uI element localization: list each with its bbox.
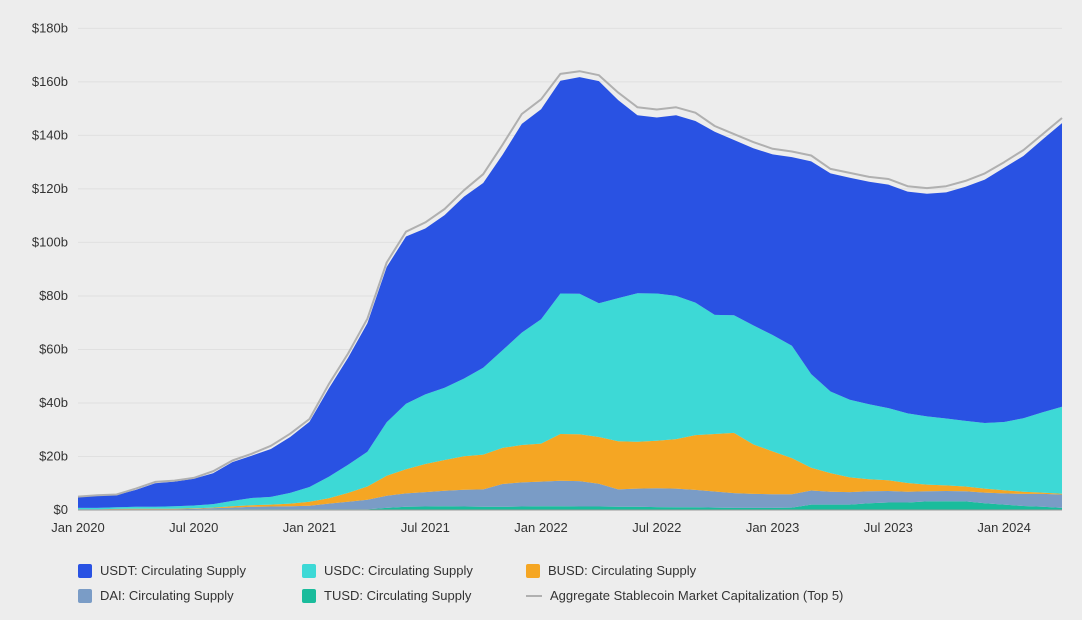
y-tick-label: $140b: [32, 127, 68, 142]
legend-swatch: [78, 564, 92, 578]
stablecoin-supply-chart: $0 $20b $40b $60b $80b $100b $120b $140b $160b $1…: [0, 0, 1082, 620]
x-tick-label: Jan 2021: [283, 520, 337, 535]
y-tick-label: $180b: [32, 20, 68, 35]
legend-label: USDC: Circulating Supply: [324, 563, 473, 578]
legend-label: DAI: Circulating Supply: [100, 588, 234, 603]
x-tick-label: Jul 2023: [864, 520, 913, 535]
legend-row: USDT: Circulating Supply USDC: Circulatin…: [78, 563, 843, 578]
legend-swatch: [526, 564, 540, 578]
legend-swatch: [78, 589, 92, 603]
x-tick-label: Jul 2020: [169, 520, 218, 535]
legend-row: DAI: Circulating Supply TUSD: Circulating…: [78, 588, 843, 603]
y-tick-label: $60b: [39, 341, 68, 356]
y-tick-label: $20b: [39, 448, 68, 463]
legend-item: TUSD: Circulating Supply: [302, 588, 502, 603]
legend-line-swatch: [526, 595, 542, 597]
legend-label: TUSD: Circulating Supply: [324, 588, 471, 603]
legend-item: USDT: Circulating Supply: [78, 563, 278, 578]
legend-label: BUSD: Circulating Supply: [548, 563, 696, 578]
x-tick-label: Jan 2023: [746, 520, 800, 535]
x-tick-label: Jul 2022: [632, 520, 681, 535]
legend-label: Aggregate Stablecoin Market Capitalizati…: [550, 588, 843, 603]
y-tick-label: $0: [54, 502, 68, 517]
y-tick-label: $80b: [39, 288, 68, 303]
y-tick-label: $120b: [32, 181, 68, 196]
legend-swatch: [302, 589, 316, 603]
legend-label: USDT: Circulating Supply: [100, 563, 246, 578]
x-tick-label: Jul 2021: [401, 520, 450, 535]
legend-item: Aggregate Stablecoin Market Capitalizati…: [526, 588, 843, 603]
legend-item: DAI: Circulating Supply: [78, 588, 278, 603]
legend: USDT: Circulating Supply USDC: Circulatin…: [78, 563, 843, 613]
y-tick-label: $160b: [32, 74, 68, 89]
x-tick-label: Jan 2024: [977, 520, 1031, 535]
y-tick-label: $40b: [39, 395, 68, 410]
x-tick-label: Jan 2020: [51, 520, 105, 535]
chart-svg: $0 $20b $40b $60b $80b $100b $120b $140b $160b $1…: [0, 0, 1082, 620]
legend-swatch: [302, 564, 316, 578]
y-tick-label: $100b: [32, 234, 68, 249]
legend-item: BUSD: Circulating Supply: [526, 563, 726, 578]
x-tick-label: Jan 2022: [514, 520, 568, 535]
legend-item: USDC: Circulating Supply: [302, 563, 502, 578]
